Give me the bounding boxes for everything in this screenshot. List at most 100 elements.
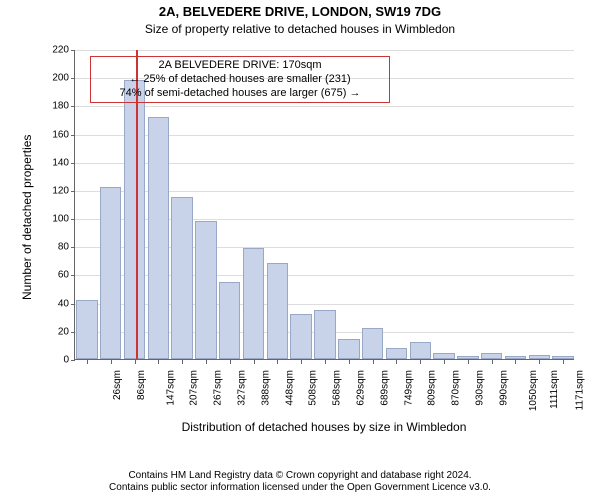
y-tick-mark [71, 219, 75, 220]
y-tick-label: 60 [58, 270, 69, 281]
x-tick-label: 1171sqm [575, 370, 586, 410]
y-tick-mark [71, 163, 75, 164]
x-tick-label: 809sqm [427, 370, 438, 406]
x-tick-label: 1111sqm [549, 370, 560, 409]
grid-line [75, 50, 574, 51]
y-tick-label: 220 [52, 45, 69, 56]
x-tick-mark [563, 360, 564, 364]
bar [505, 356, 526, 359]
y-tick-label: 40 [58, 298, 69, 309]
bar [124, 80, 145, 359]
bar [171, 197, 192, 359]
x-tick-label: 207sqm [189, 370, 200, 406]
y-tick-mark [71, 304, 75, 305]
bar [290, 314, 311, 359]
y-tick-mark [71, 247, 75, 248]
x-tick-mark [230, 360, 231, 364]
x-tick-label: 749sqm [403, 370, 414, 406]
y-tick-mark [71, 106, 75, 107]
annotation-line: 74% of semi-detached houses are larger (… [97, 87, 383, 101]
y-tick-mark [71, 332, 75, 333]
bar [338, 339, 359, 359]
bar [76, 300, 97, 359]
x-tick-label: 689sqm [379, 370, 390, 406]
chart-area: 02040608010012014016018020022026sqm86sqm… [74, 50, 574, 360]
grid-line [75, 106, 574, 107]
x-tick-mark [254, 360, 255, 364]
x-tick-mark [420, 360, 421, 364]
x-tick-mark [492, 360, 493, 364]
x-tick-label: 26sqm [112, 370, 123, 400]
bar [386, 348, 407, 359]
x-tick-mark [301, 360, 302, 364]
x-tick-mark [135, 360, 136, 364]
x-tick-mark [277, 360, 278, 364]
x-tick-mark [349, 360, 350, 364]
x-tick-label: 448sqm [284, 370, 295, 406]
x-tick-label: 990sqm [498, 370, 509, 406]
bar [481, 353, 502, 359]
y-tick-label: 140 [52, 157, 69, 168]
y-tick-mark [71, 360, 75, 361]
x-tick-label: 870sqm [451, 370, 462, 406]
x-tick-mark [325, 360, 326, 364]
bar [195, 221, 216, 359]
plot: 02040608010012014016018020022026sqm86sqm… [74, 50, 574, 360]
footer-line-2: Contains public sector information licen… [0, 482, 600, 494]
footer: Contains HM Land Registry data © Crown c… [0, 470, 600, 494]
bar [552, 356, 573, 359]
x-tick-mark [158, 360, 159, 364]
x-tick-label: 930sqm [475, 370, 486, 406]
y-tick-label: 120 [52, 185, 69, 196]
x-tick-mark [468, 360, 469, 364]
bar [529, 355, 550, 359]
x-tick-mark [396, 360, 397, 364]
y-tick-mark [71, 78, 75, 79]
x-tick-mark [539, 360, 540, 364]
bar [148, 117, 169, 359]
bar [100, 187, 121, 359]
x-tick-label: 1050sqm [528, 370, 539, 411]
y-axis-label: Number of detached properties [20, 135, 34, 300]
x-axis-label: Distribution of detached houses by size … [74, 420, 574, 434]
bar [362, 328, 383, 359]
y-tick-mark [71, 135, 75, 136]
y-tick-label: 200 [52, 73, 69, 84]
container: 2A, BELVEDERE DRIVE, LONDON, SW19 7DG Si… [0, 0, 600, 500]
x-tick-mark [182, 360, 183, 364]
bar [267, 263, 288, 359]
y-tick-mark [71, 191, 75, 192]
x-tick-mark [87, 360, 88, 364]
footer-line-1: Contains HM Land Registry data © Crown c… [0, 470, 600, 482]
x-tick-mark [373, 360, 374, 364]
annotation-line: 2A BELVEDERE DRIVE: 170sqm [97, 59, 383, 73]
x-tick-label: 147sqm [165, 370, 176, 406]
x-tick-mark [515, 360, 516, 364]
bar [243, 248, 264, 359]
page-subtitle: Size of property relative to detached ho… [0, 22, 600, 36]
y-tick-label: 100 [52, 214, 69, 225]
bar [219, 282, 240, 360]
y-tick-label: 160 [52, 129, 69, 140]
page-title: 2A, BELVEDERE DRIVE, LONDON, SW19 7DG [0, 4, 600, 20]
x-tick-mark [444, 360, 445, 364]
y-tick-mark [71, 275, 75, 276]
annotation-box: 2A BELVEDERE DRIVE: 170sqm← 25% of detac… [90, 56, 390, 103]
x-tick-mark [206, 360, 207, 364]
annotation-line: ← 25% of detached houses are smaller (23… [97, 73, 383, 87]
bar [314, 310, 335, 359]
y-tick-label: 80 [58, 242, 69, 253]
y-tick-label: 20 [58, 326, 69, 337]
x-tick-label: 508sqm [308, 370, 319, 406]
y-tick-mark [71, 50, 75, 51]
x-tick-label: 327sqm [237, 370, 248, 406]
y-tick-label: 0 [63, 355, 69, 366]
bar [410, 342, 431, 359]
x-tick-mark [111, 360, 112, 364]
x-tick-label: 267sqm [213, 370, 224, 406]
x-tick-label: 629sqm [356, 370, 367, 406]
x-tick-label: 86sqm [136, 370, 147, 400]
bar [457, 356, 478, 359]
y-tick-label: 180 [52, 101, 69, 112]
x-tick-label: 568sqm [332, 370, 343, 406]
